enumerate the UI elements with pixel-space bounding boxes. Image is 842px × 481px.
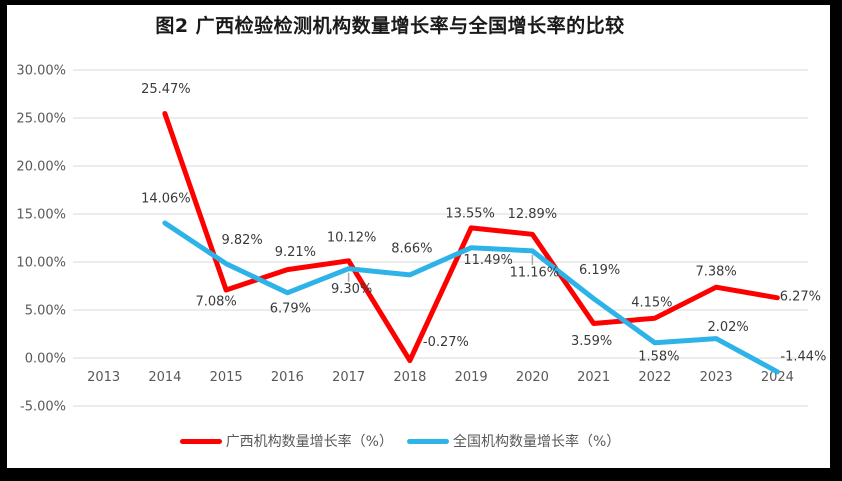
x-axis-tick-label: 2023: [700, 370, 733, 385]
data-label: 6.27%: [780, 289, 821, 304]
data-label: 11.16%: [510, 265, 560, 280]
data-label: 10.12%: [327, 230, 377, 245]
y-axis-tick-label: 5.00%: [25, 304, 66, 319]
x-axis-tick-label: 2017: [332, 370, 365, 385]
data-label: 6.79%: [270, 301, 311, 316]
screenshot-border-left: [0, 0, 7, 468]
national-series-line: [162, 220, 780, 375]
data-label: -1.44%: [780, 349, 826, 364]
y-axis-tick-label: 10.00%: [16, 256, 66, 271]
data-label: 7.38%: [695, 265, 736, 280]
data-label: 2.02%: [707, 320, 748, 335]
y-axis-tick-label: 25.00%: [16, 112, 66, 127]
y-axis-tick-label: 15.00%: [16, 208, 66, 223]
data-label: 3.59%: [571, 334, 612, 349]
x-axis-tick-label: 2016: [271, 370, 304, 385]
y-axis-tick-label: 20.00%: [16, 160, 66, 175]
y-axis-tick-label: 30.00%: [16, 64, 66, 79]
guangxi-line-marker-icon: [179, 438, 222, 444]
data-label: 1.58%: [638, 349, 679, 364]
screenshot-border-bottom: [0, 468, 842, 481]
data-label: 6.19%: [579, 263, 620, 278]
data-label: 9.30%: [331, 282, 372, 297]
screenshot-border-top: [0, 0, 830, 5]
guangxi-series-line: [162, 111, 780, 364]
y-axis-tick-label: 0.00%: [25, 352, 66, 367]
national-line-marker-icon: [407, 438, 449, 444]
x-axis-tick-label: 2020: [516, 370, 549, 385]
data-label: 14.06%: [141, 192, 191, 207]
x-axis-tick-label: 2015: [210, 370, 243, 385]
data-label: 12.89%: [508, 207, 558, 222]
data-label: 7.08%: [195, 295, 236, 310]
data-label: 8.66%: [391, 241, 432, 256]
screenshot-border-right: [830, 0, 842, 481]
chart-title: 图2 广西检验检测机构数量增长率与全国增长率的比较: [155, 15, 625, 37]
x-axis-tick-label: 2014: [148, 370, 181, 385]
x-axis-tick-label: 2018: [393, 370, 426, 385]
data-label: -0.27%: [423, 335, 469, 350]
x-axis-tick-label: 2019: [455, 370, 488, 385]
data-label: 9.21%: [275, 245, 316, 260]
data-label: 25.47%: [141, 82, 191, 97]
legend-label-guangxi: 广西机构数量增长率（%）: [225, 434, 393, 450]
data-label: 9.82%: [221, 233, 262, 248]
data-label: 13.55%: [445, 206, 495, 221]
data-label: 4.15%: [631, 296, 672, 311]
data-label: 11.49%: [463, 253, 513, 268]
x-axis-tick-label: 2022: [638, 370, 671, 385]
x-axis-tick-label: 2021: [577, 370, 610, 385]
legend-item-guangxi: 广西机构数量增长率（%）: [179, 431, 393, 451]
legend-label-national: 全国机构数量增长率（%）: [453, 434, 621, 450]
x-axis-tick-label: 2024: [761, 370, 794, 385]
chart-legend: 广西机构数量增长率（%） 全国机构数量增长率（%）: [0, 431, 800, 451]
y-axis-tick-label: -5.00%: [20, 400, 66, 415]
legend-item-national: 全国机构数量增长率（%）: [407, 431, 620, 451]
x-axis-tick-label: 2013: [87, 370, 120, 385]
